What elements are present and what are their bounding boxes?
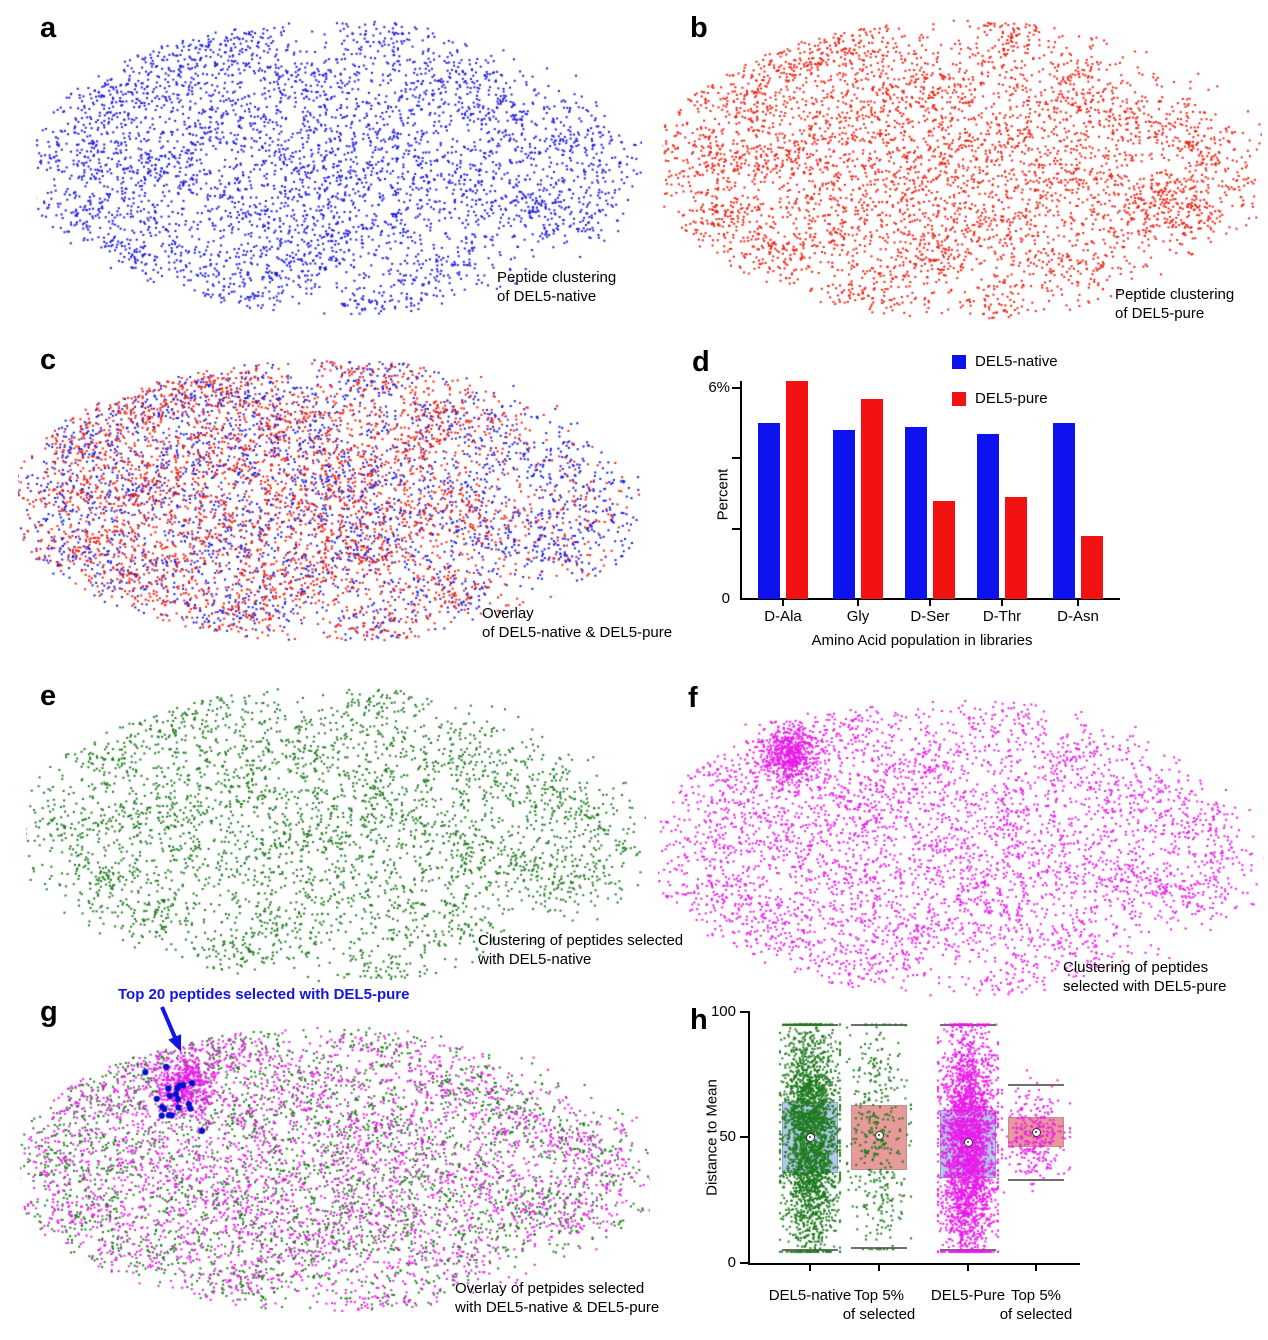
legend-swatch-del5-native: [952, 355, 966, 369]
mean-dot: [963, 1138, 973, 1147]
scatter-selected-native: [26, 676, 646, 990]
annotation-arrow-icon: [160, 1006, 182, 1052]
h-jitter-points: [680, 1000, 1268, 1340]
bar-DEL5-pure-D-Thr: [1005, 497, 1027, 599]
legend-swatch-del5-pure: [952, 392, 966, 406]
panel-h-box-plot: h 100 50 0 Distance to Mean DEL5-native …: [680, 1000, 1268, 1340]
mean-dot: [874, 1130, 884, 1140]
bar-DEL5-native-D-Thr: [977, 434, 999, 599]
d-cat-dasn: D-Asn: [1057, 608, 1099, 625]
mean-dot: [805, 1133, 815, 1142]
caption-b: Peptide clustering of DEL5-pure: [1115, 286, 1235, 322]
bar-DEL5-pure-D-Ala: [786, 381, 808, 599]
bar-DEL5-native-D-Ser: [905, 427, 927, 599]
bar-DEL5-native-Gly: [833, 430, 855, 599]
h-group-label-4b: of selected: [999, 1306, 1073, 1323]
bar-DEL5-native-D-Ala: [758, 423, 780, 599]
scatter-overlay-selected: [20, 1017, 650, 1320]
bar-DEL5-pure-Gly: [861, 399, 883, 599]
caption-f: Clustering of peptides selected with DEL…: [1063, 959, 1227, 995]
panel-letter-d: d: [692, 346, 710, 378]
h-group-label-4: Top 5%: [1010, 1287, 1062, 1304]
scatter-selected-pure: [658, 690, 1264, 1005]
scatter-del5-native: [36, 10, 642, 324]
d-xlabel: Amino Acid population in libraries: [811, 632, 1033, 649]
d-cat-gly: Gly: [846, 608, 870, 625]
caption-e: Clustering of peptides selected with DEL…: [478, 932, 684, 968]
caption-c: Overlay of DEL5-native & DEL5-pure: [482, 605, 673, 641]
h-group-label-2: Top 5%: [853, 1287, 905, 1304]
scatter-overlay-native-pure: [18, 350, 645, 650]
panel-c: c Overlay of DEL5-native & DEL5-pure: [0, 338, 672, 660]
bar-DEL5-native-D-Asn: [1053, 423, 1075, 599]
h-group-label-2b: of selected: [842, 1306, 916, 1323]
bar-DEL5-pure-D-Asn: [1081, 536, 1103, 599]
scatter-del5-pure: [662, 10, 1262, 328]
panel-g: g Top 20 peptides selected with DEL5-pur…: [0, 985, 660, 1340]
panel-e: e Clustering of peptides selected with D…: [0, 668, 683, 990]
d-y-axis: [740, 381, 742, 600]
mean-dot: [1031, 1128, 1041, 1137]
d-ylabel: Percent: [714, 468, 732, 521]
legend-label-del5-native: DEL5-native: [975, 353, 1058, 370]
caption-g: Overlay of petpides selected with DEL5-n…: [455, 1280, 660, 1316]
bar-DEL5-pure-D-Ser: [933, 501, 955, 599]
top20-annotation: Top 20 peptides selected with DEL5-pure: [118, 986, 410, 1003]
d-cat-dala: D-Ala: [764, 608, 802, 625]
h-group-label-3: DEL5-Pure: [930, 1287, 1006, 1304]
panel-b: b Peptide clustering of DEL5-pure: [650, 0, 1268, 338]
d-x-axis: [740, 598, 1120, 600]
d-ytick-0: 0: [721, 590, 730, 607]
h-group-label-1: DEL5-native: [768, 1287, 852, 1304]
legend-label-del5-pure: DEL5-pure: [975, 390, 1048, 407]
d-cat-dser: D-Ser: [910, 608, 950, 625]
caption-a: Peptide clustering of DEL5-native: [497, 269, 617, 305]
panel-a: a Peptide clustering of DEL5-native: [0, 0, 648, 338]
panel-d-bar-chart: d 6% 0 Percent D-Ala Gly D-Ser D-Thr D-A…: [690, 340, 1268, 658]
d-cat-dthr: D-Thr: [982, 608, 1022, 625]
d-ytick-6pct: 6%: [708, 379, 730, 396]
panel-f: f Clustering of peptides selected with D…: [650, 672, 1268, 1008]
